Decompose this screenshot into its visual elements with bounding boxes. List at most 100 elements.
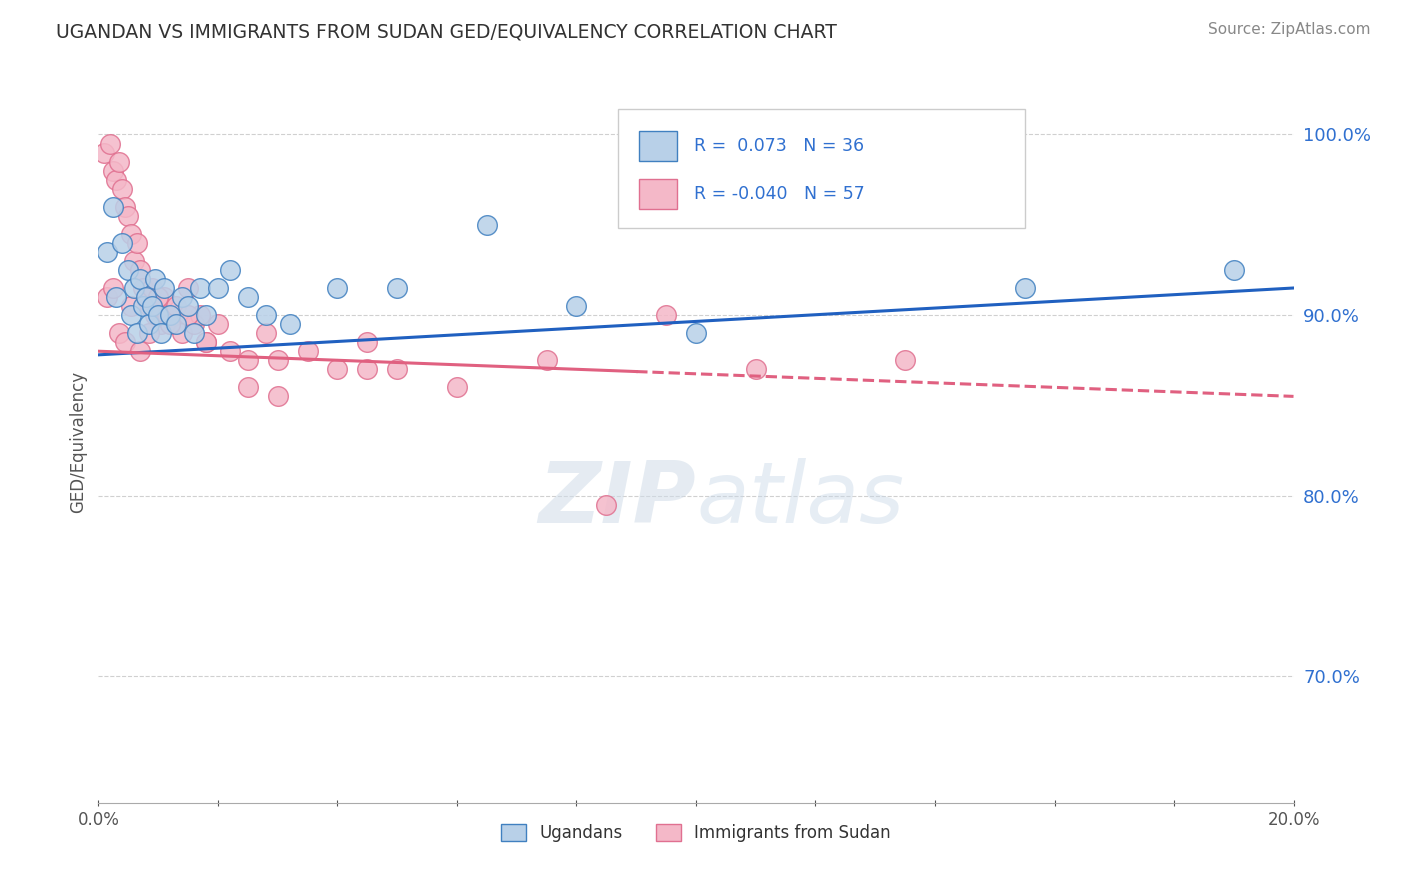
Point	[114, 200, 136, 214]
Point	[195, 335, 218, 350]
Point	[595, 498, 617, 512]
Point	[267, 353, 290, 368]
Point	[1223, 263, 1246, 277]
Point	[148, 299, 170, 313]
Point	[356, 335, 378, 350]
Point	[124, 254, 146, 268]
Point	[745, 362, 768, 376]
Point	[385, 281, 409, 295]
Point	[117, 263, 139, 277]
Point	[219, 263, 242, 277]
Point	[267, 389, 290, 403]
Bar	[638, 131, 676, 161]
Point	[385, 362, 409, 376]
Point	[219, 344, 242, 359]
Text: Source: ZipAtlas.com: Source: ZipAtlas.com	[1208, 22, 1371, 37]
Point	[159, 317, 181, 331]
Bar	[638, 178, 676, 209]
Point	[254, 326, 277, 341]
Legend: Ugandans, Immigrants from Sudan: Ugandans, Immigrants from Sudan	[495, 817, 897, 848]
Point	[172, 290, 194, 304]
Point	[894, 353, 917, 368]
Point	[108, 154, 131, 169]
Point	[177, 281, 200, 295]
Point	[111, 181, 134, 195]
Point	[141, 281, 163, 295]
Point	[207, 317, 229, 331]
Point	[143, 272, 166, 286]
Point	[356, 362, 378, 376]
Point	[93, 145, 115, 160]
Point	[143, 308, 166, 322]
Point	[138, 317, 160, 331]
Text: R =  0.073   N = 36: R = 0.073 N = 36	[693, 137, 863, 155]
Point	[165, 299, 187, 313]
Point	[188, 308, 211, 322]
Point	[236, 380, 259, 394]
Point	[132, 281, 155, 295]
Point	[138, 299, 160, 313]
Point	[129, 272, 152, 286]
Text: UGANDAN VS IMMIGRANTS FROM SUDAN GED/EQUIVALENCY CORRELATION CHART: UGANDAN VS IMMIGRANTS FROM SUDAN GED/EQU…	[56, 22, 837, 41]
Point	[120, 299, 142, 313]
Point	[188, 281, 211, 295]
Point	[96, 244, 118, 259]
Point	[159, 317, 181, 331]
Point	[108, 326, 131, 341]
Point	[207, 281, 229, 295]
Point	[183, 317, 205, 331]
Point	[103, 163, 125, 178]
Point	[148, 290, 170, 304]
Point	[150, 317, 173, 331]
Point	[148, 308, 170, 322]
Point	[153, 290, 176, 304]
Point	[96, 290, 118, 304]
Point	[135, 290, 157, 304]
Point	[120, 227, 142, 241]
Point	[1014, 281, 1036, 295]
Point	[132, 299, 155, 313]
Point	[685, 326, 707, 341]
Point	[655, 308, 678, 322]
Point	[278, 317, 301, 331]
Point	[105, 290, 128, 304]
Point	[127, 326, 149, 341]
Point	[446, 380, 468, 394]
Point	[124, 281, 146, 295]
Point	[150, 326, 173, 341]
Point	[195, 308, 218, 322]
Point	[172, 326, 194, 341]
Point	[135, 290, 157, 304]
Point	[114, 335, 136, 350]
Point	[297, 344, 319, 359]
Point	[129, 263, 152, 277]
Point	[111, 235, 134, 250]
Point	[129, 344, 152, 359]
Point	[236, 290, 259, 304]
Point	[326, 362, 349, 376]
Point	[326, 281, 349, 295]
Point	[103, 200, 125, 214]
Point	[105, 172, 128, 186]
Point	[98, 136, 122, 151]
Text: R = -0.040   N = 57: R = -0.040 N = 57	[693, 185, 865, 202]
Point	[254, 308, 277, 322]
FancyBboxPatch shape	[619, 109, 1025, 228]
Y-axis label: GED/Equivalency: GED/Equivalency	[69, 370, 87, 513]
Point	[177, 299, 200, 313]
Point	[195, 335, 218, 350]
Point	[177, 308, 200, 322]
Point	[120, 308, 142, 322]
Point	[103, 281, 125, 295]
Point	[156, 308, 179, 322]
Point	[117, 209, 139, 223]
Point	[127, 235, 149, 250]
Point	[138, 326, 160, 341]
Point	[565, 299, 588, 313]
Point	[159, 308, 181, 322]
Text: atlas: atlas	[696, 458, 904, 541]
Point	[475, 218, 498, 232]
Point	[536, 353, 558, 368]
Point	[183, 326, 205, 341]
Point	[165, 317, 187, 331]
